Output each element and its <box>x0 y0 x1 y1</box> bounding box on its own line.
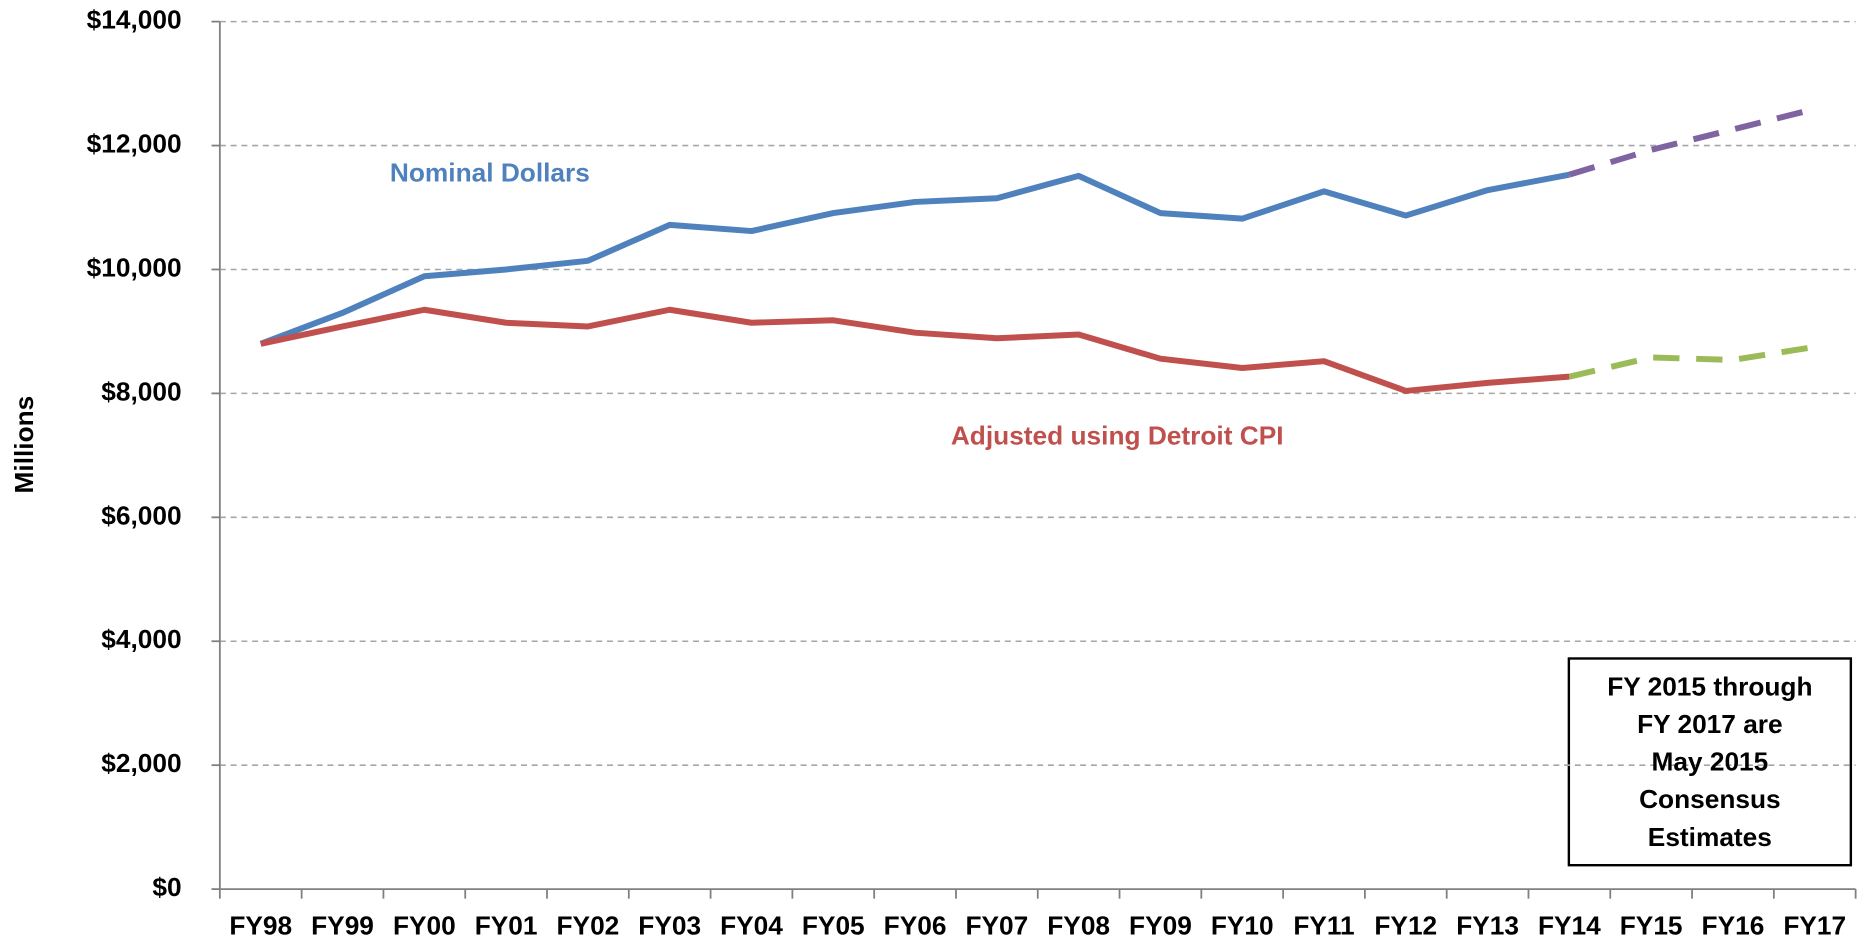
x-tick-label: FY04 <box>720 910 783 937</box>
series-line <box>260 306 1570 394</box>
x-tick-label: FY99 <box>311 910 374 937</box>
x-tick-label: FY07 <box>965 910 1028 937</box>
note-text: FY 2017 are <box>1637 709 1783 739</box>
y-tick-label: $8,000 <box>101 376 181 406</box>
x-tick-label: FY17 <box>1783 910 1846 937</box>
y-axis-label: Millions <box>9 396 39 494</box>
note-text: May 2015 <box>1651 747 1768 777</box>
y-tick-label: $10,000 <box>87 252 182 282</box>
note-box <box>1567 657 1853 867</box>
x-tick-label: FY14 <box>1538 910 1601 937</box>
series-label: Nominal Dollars <box>390 157 590 187</box>
x-tick-label: FY10 <box>1211 910 1274 937</box>
x-tick-label: FY11 <box>1293 910 1354 937</box>
x-tick-label: FY98 <box>229 910 292 937</box>
x-tick-label: FY16 <box>1702 910 1765 937</box>
y-tick-label: $14,000 <box>87 5 182 35</box>
x-tick-label: FY05 <box>802 910 865 937</box>
x-tick-label: FY00 <box>393 910 456 937</box>
x-tick-label: FY13 <box>1456 910 1519 937</box>
note-text: Consensus <box>1639 784 1781 814</box>
note-text: FY 2015 through <box>1607 671 1812 701</box>
projection-line <box>1568 106 1816 178</box>
x-tick-label: FY15 <box>1620 910 1683 937</box>
x-tick-label: FY03 <box>638 910 701 937</box>
x-tick-label: FY02 <box>557 910 620 937</box>
y-tick-label: $0 <box>152 872 181 902</box>
series-line <box>259 171 1570 347</box>
y-tick-label: $4,000 <box>101 624 181 654</box>
x-tick-label: FY06 <box>884 910 947 937</box>
y-tick-label: $6,000 <box>101 500 181 530</box>
x-tick-label: FY08 <box>1047 910 1110 937</box>
y-tick-label: $2,000 <box>101 748 181 778</box>
x-tick-label: FY01 <box>475 910 538 937</box>
x-tick-label: FY09 <box>1129 910 1192 937</box>
x-tick-label: FY12 <box>1374 910 1437 937</box>
projection-line <box>1568 343 1816 380</box>
series-label: Adjusted using Detroit CPI <box>951 420 1284 450</box>
y-tick-label: $12,000 <box>87 128 182 158</box>
note-text: Estimates <box>1648 822 1772 852</box>
